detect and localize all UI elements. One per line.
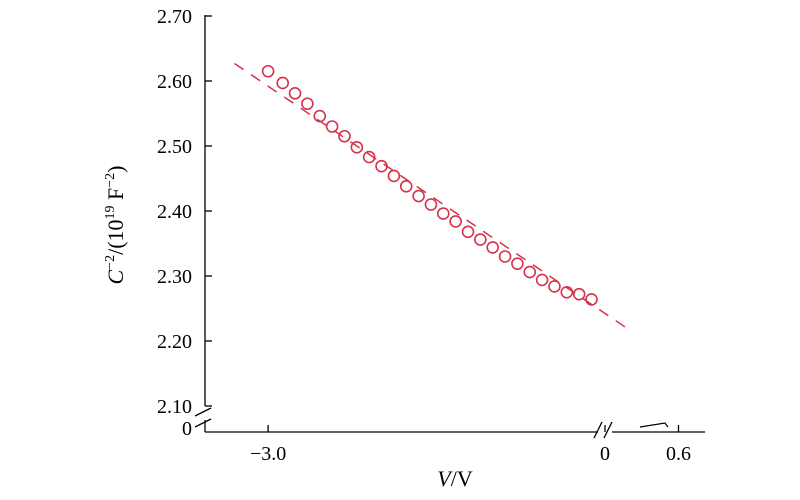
x-ticks: −3.0 0 0.6 xyxy=(250,425,691,465)
y-axis-exp: 19 xyxy=(103,205,118,219)
y-tick-label: 2.40 xyxy=(157,201,192,223)
y-axis-unit-sup: −2 xyxy=(103,173,118,188)
data-point xyxy=(523,265,537,279)
data-point xyxy=(325,120,339,133)
y-axis-main-sup: −2 xyxy=(103,255,118,270)
data-point xyxy=(548,280,561,293)
x-axis-unit: /V xyxy=(451,466,473,491)
fit-line xyxy=(233,62,630,331)
y-tick-label: 2.30 xyxy=(157,266,192,288)
y-axis-title: C−2/(1019 F−2) xyxy=(103,165,128,284)
data-point xyxy=(313,109,327,123)
x-tick-label: 0 xyxy=(600,443,610,465)
data-points xyxy=(261,64,598,306)
x-axis-title: V/V xyxy=(437,466,473,491)
data-point xyxy=(461,225,475,239)
data-point xyxy=(560,285,574,299)
x-tick-label: 0.6 xyxy=(666,443,691,465)
data-point xyxy=(535,273,549,287)
x-tick-label: −3.0 xyxy=(250,443,286,465)
x-axis-break xyxy=(593,421,613,439)
x-axis-var: V xyxy=(437,466,453,491)
right-segment-mark xyxy=(639,422,669,428)
y-tick-label: 2.10 xyxy=(157,396,192,418)
y-tick-label: 2.20 xyxy=(157,331,192,353)
axes xyxy=(194,15,705,439)
data-point xyxy=(474,233,487,246)
data-point xyxy=(362,150,376,164)
data-point xyxy=(424,198,438,211)
data-point xyxy=(572,287,586,301)
data-point xyxy=(399,180,413,193)
y-axis-rest: /(10 xyxy=(103,219,128,254)
y-tick-label: 2.70 xyxy=(157,6,192,28)
data-point xyxy=(486,241,500,254)
data-point xyxy=(511,257,524,270)
data-point xyxy=(338,129,351,143)
data-point xyxy=(412,189,425,203)
data-point xyxy=(288,87,302,100)
y-axis-break xyxy=(194,407,212,428)
data-point xyxy=(301,97,314,111)
data-point xyxy=(350,141,364,154)
y-ticks: 2.10 2.20 2.30 2.40 2.50 2.60 2.70 xyxy=(157,6,212,418)
data-point xyxy=(449,215,462,228)
y-tick-label: 2.50 xyxy=(157,136,192,158)
y-axis-unit: F xyxy=(103,188,128,206)
data-point xyxy=(436,207,450,220)
data-point xyxy=(498,250,512,263)
data-point xyxy=(585,293,598,306)
y-tick-label: 2.60 xyxy=(157,71,192,93)
data-point xyxy=(276,76,289,90)
y-axis-main: C xyxy=(103,270,128,285)
data-point xyxy=(375,159,388,173)
y-zero-label: 0 xyxy=(182,418,192,440)
data-point xyxy=(261,64,275,78)
data-point xyxy=(387,169,401,183)
y-axis-close: ) xyxy=(103,165,128,172)
